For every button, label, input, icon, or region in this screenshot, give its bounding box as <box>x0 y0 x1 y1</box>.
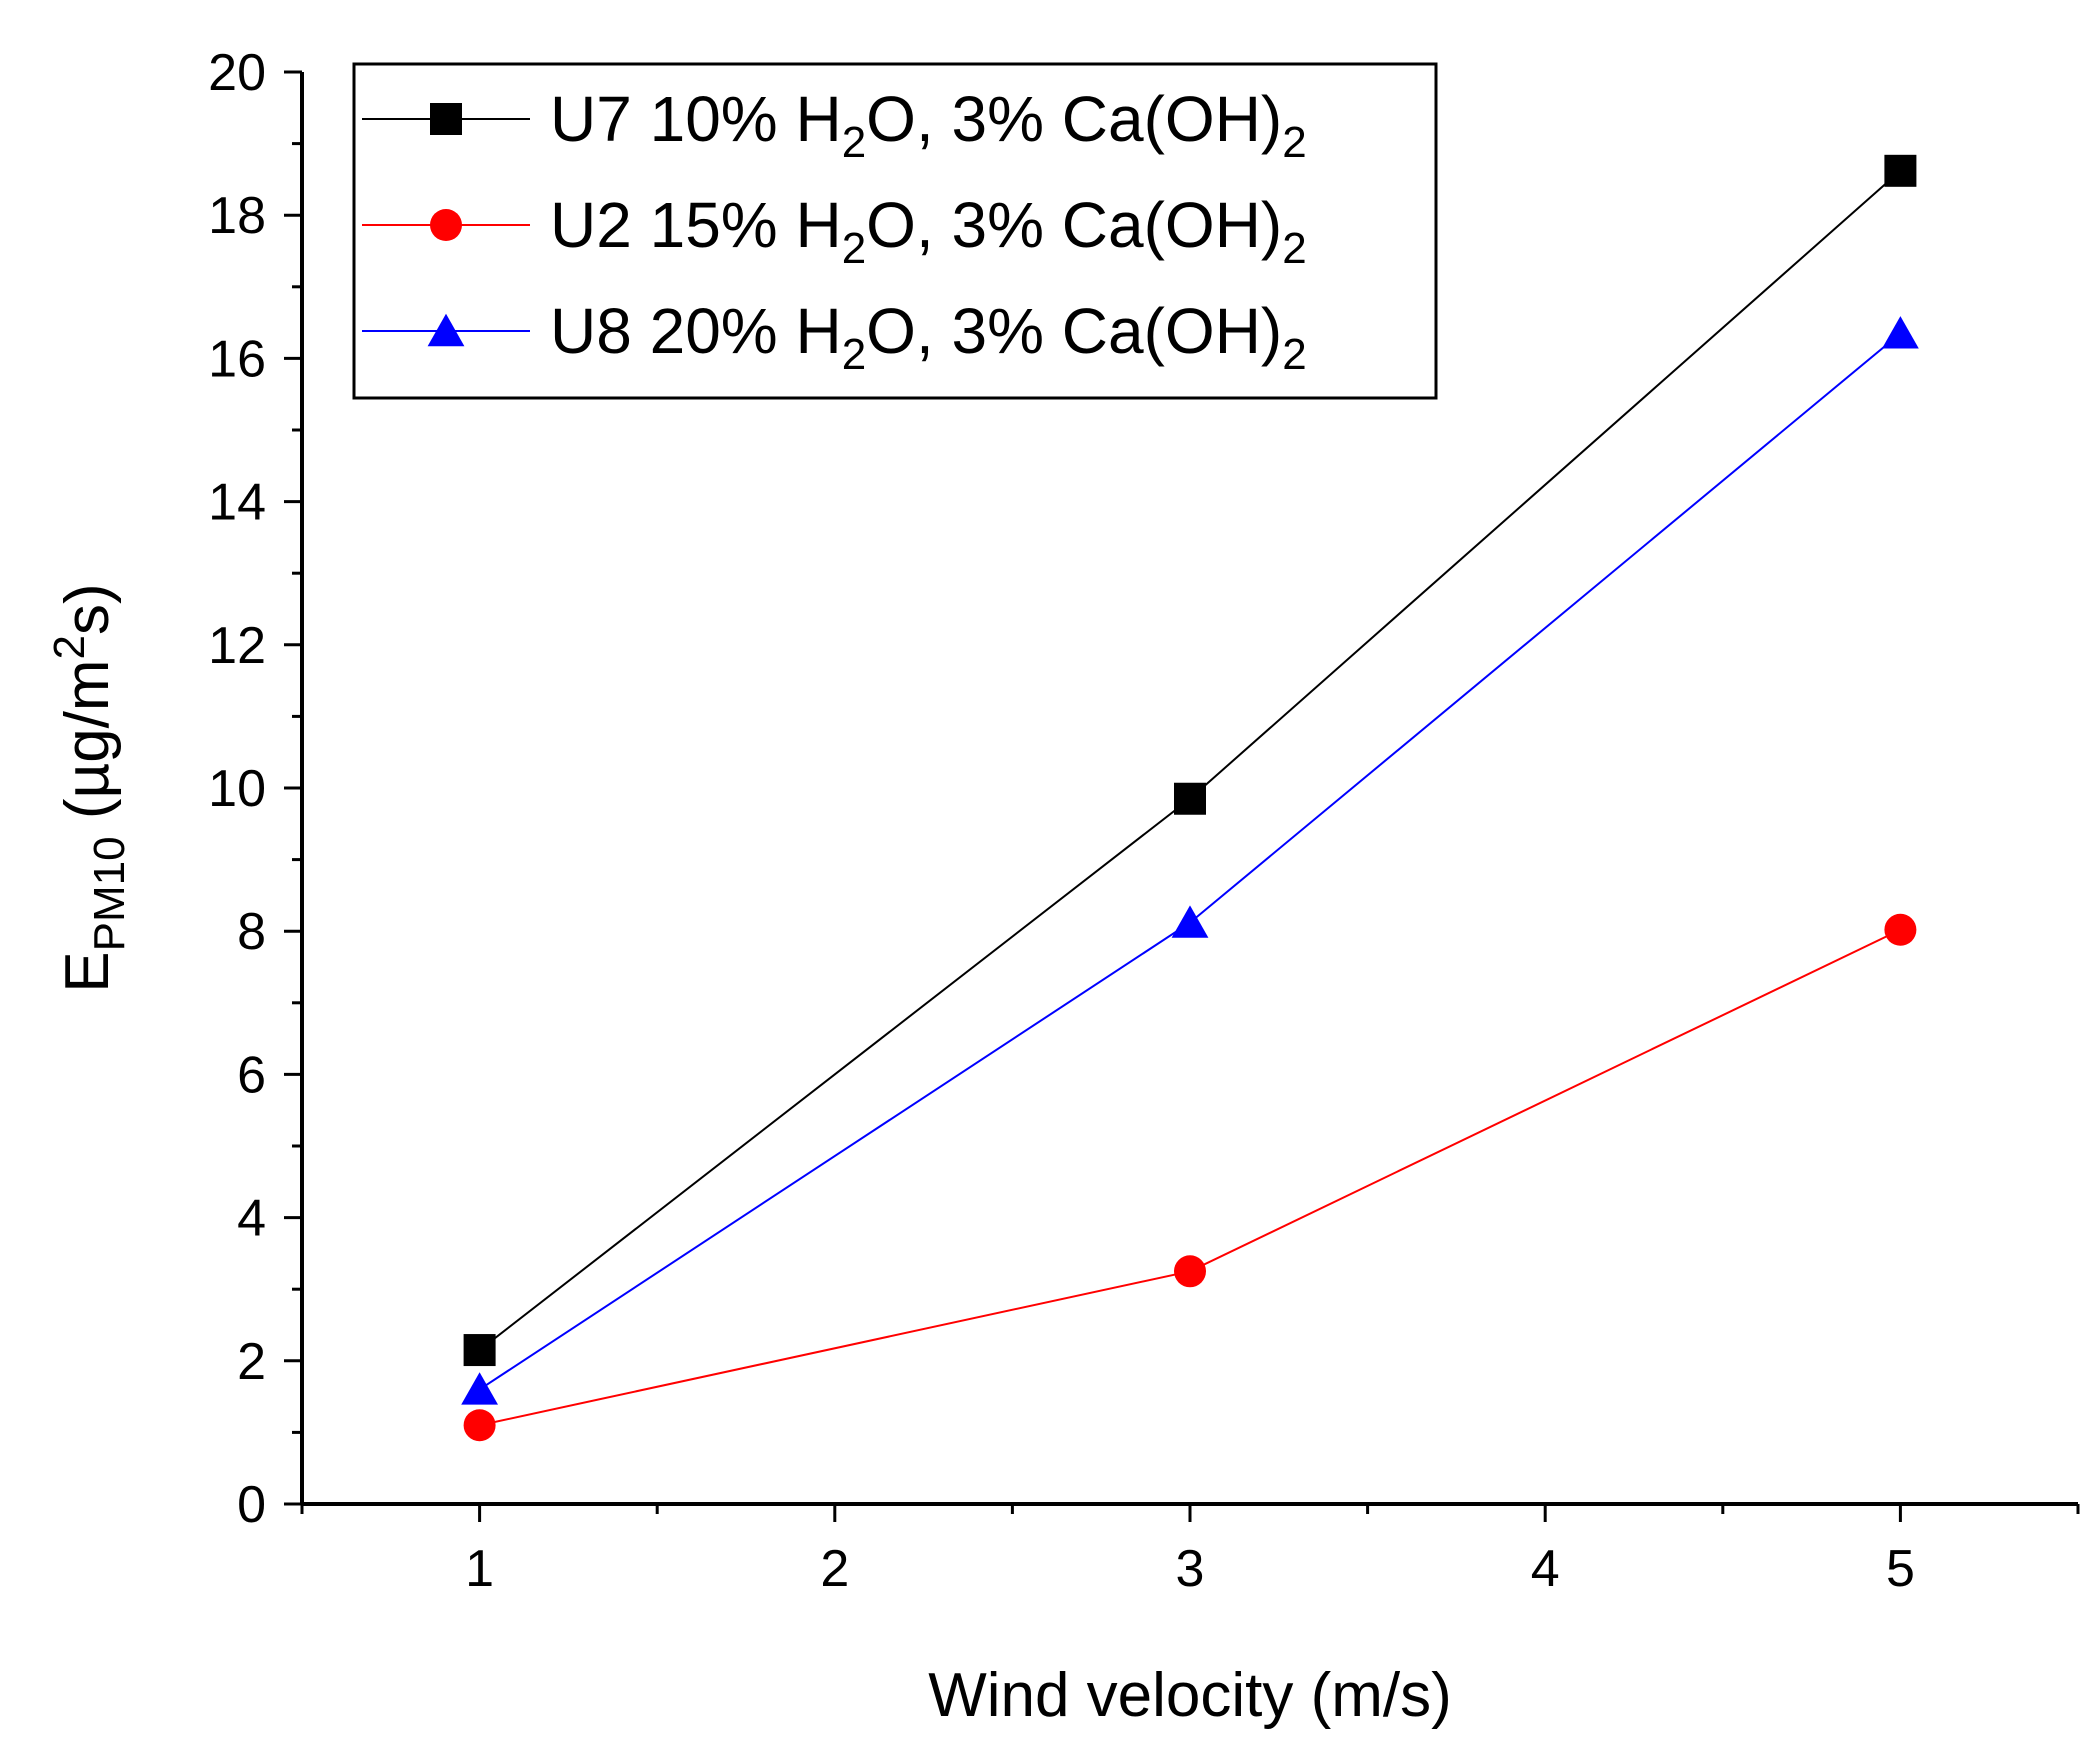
series-layer <box>461 154 1919 1442</box>
x-tick-label: 5 <box>1886 1540 1915 1598</box>
y-axis-title-unit-sup: 2 <box>45 635 94 659</box>
x-axis-ticks: 1 2 3 4 5 <box>300 1504 2080 1598</box>
y-tick-label: 0 <box>237 1476 266 1534</box>
y-axis-title: EPM10 (µg/m2s) <box>45 583 134 992</box>
x-tick-label: 3 <box>1176 1540 1205 1598</box>
x-tick-label: 2 <box>820 1540 849 1598</box>
y-tick-label: 10 <box>208 760 266 818</box>
y-axis-title-main: E <box>53 951 122 992</box>
legend-label: U2 15% H2O, 3% Ca(OH)2 <box>550 189 1307 273</box>
data-point-square <box>463 1334 496 1367</box>
legend-label: U7 10% H2O, 3% Ca(OH)2 <box>550 83 1307 167</box>
y-tick-label: 6 <box>237 1046 266 1104</box>
series-triangle <box>461 316 1919 1405</box>
y-tick-label: 14 <box>208 474 266 532</box>
data-point-circle <box>463 1409 496 1442</box>
y-tick-label: 16 <box>208 330 266 388</box>
data-point-circle <box>1884 913 1917 946</box>
y-axis-title-sub: PM10 <box>85 836 134 951</box>
data-point-triangle <box>1171 905 1209 938</box>
y-axis-title-unit-prefix: (µg/m <box>53 659 122 836</box>
legend-box <box>352 62 1438 400</box>
legend-marker-square <box>430 103 462 135</box>
legend-item: U7 10% H2O, 3% Ca(OH)2 <box>362 83 1307 167</box>
y-axis-ticks: 0 2 4 6 8 10 12 14 16 18 20 <box>208 44 302 1534</box>
y-tick-label: 2 <box>237 1333 266 1391</box>
legend-label: U8 20% H2O, 3% Ca(OH)2 <box>550 295 1307 379</box>
legend-item: U8 20% H2O, 3% Ca(OH)2 <box>362 295 1307 379</box>
data-point-square <box>1174 782 1206 815</box>
legend-marker-triangle <box>427 313 465 347</box>
series-circle <box>463 913 1917 1442</box>
y-tick-label: 18 <box>208 187 266 245</box>
x-tick-label: 1 <box>465 1540 494 1598</box>
legend: U7 10% H2O, 3% Ca(OH)2 U2 15% H2O, 3% Ca(… <box>352 62 1438 400</box>
legend-marker-circle <box>430 209 462 241</box>
series-square <box>463 154 1917 1367</box>
x-axis-title: Wind velocity (m/s) <box>928 1661 1452 1730</box>
x-tick-label: 4 <box>1531 1540 1560 1598</box>
y-tick-label: 8 <box>237 903 266 961</box>
y-tick-label: 4 <box>237 1190 266 1248</box>
data-point-circle <box>1174 1255 1206 1288</box>
y-axis-title-unit-suffix: s) <box>53 583 122 635</box>
y-tick-label: 20 <box>208 44 266 102</box>
y-tick-label: 12 <box>208 617 266 675</box>
legend-item: U2 15% H2O, 3% Ca(OH)2 <box>362 189 1307 273</box>
data-point-triangle <box>461 1372 498 1405</box>
data-point-triangle <box>1882 316 1919 349</box>
data-point-square <box>1884 154 1917 187</box>
